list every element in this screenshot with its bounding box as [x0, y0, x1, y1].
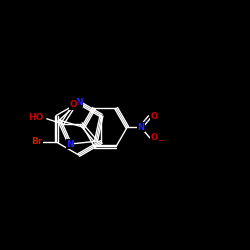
Text: O: O: [151, 112, 158, 121]
Text: O: O: [70, 100, 78, 109]
Text: N: N: [75, 98, 82, 107]
Text: +: +: [143, 119, 148, 124]
Text: O: O: [151, 133, 158, 142]
Text: Br: Br: [31, 138, 42, 146]
Text: N: N: [138, 123, 144, 132]
Text: −: −: [157, 136, 164, 145]
Text: HO: HO: [28, 113, 43, 122]
Text: N: N: [66, 140, 74, 148]
